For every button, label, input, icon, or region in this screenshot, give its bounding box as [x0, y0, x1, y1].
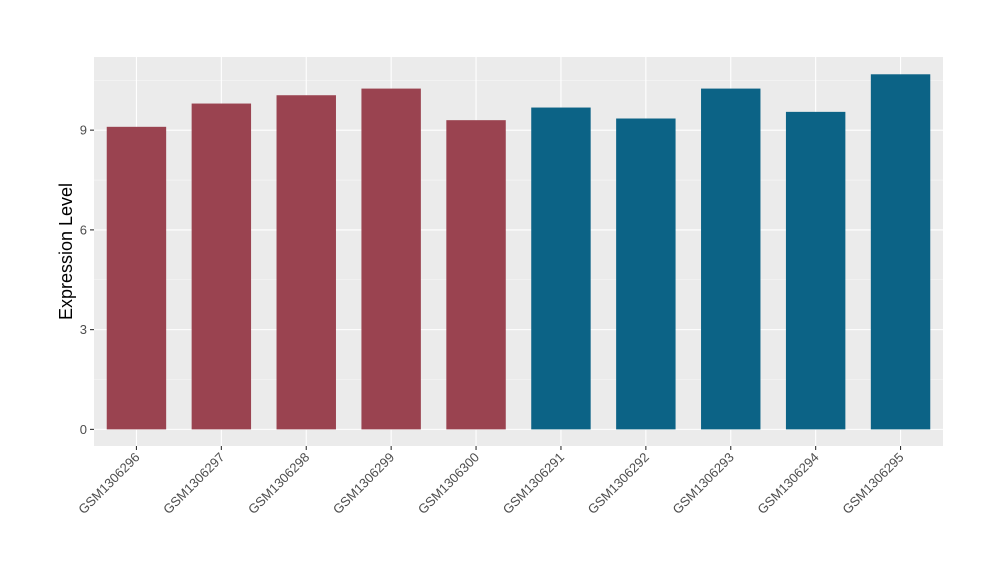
bar	[106, 126, 167, 430]
x-tick-label: GSM1306292	[585, 450, 652, 517]
bar	[446, 120, 506, 430]
bar	[701, 88, 761, 430]
x-axis: GSM1306296 GSM1306297 GSM1306298 GSM1306299…	[75, 446, 907, 517]
y-tick-label: 6	[80, 222, 87, 237]
x-tick-label: GSM1306293	[670, 450, 737, 517]
x-tick-label: GSM1306296	[75, 450, 142, 517]
x-tick-label: GSM1306295	[839, 450, 906, 517]
bar	[531, 107, 591, 430]
x-tick-label: GSM1306299	[330, 450, 397, 517]
y-tick-label: 3	[80, 322, 87, 337]
bar	[276, 95, 336, 430]
bar	[785, 111, 846, 430]
bar	[191, 103, 252, 430]
x-tick-label: GSM1306291	[500, 450, 567, 517]
bar	[870, 74, 931, 430]
x-tick-label: GSM1306300	[415, 450, 482, 517]
bar	[616, 118, 676, 430]
x-tick-label: GSM1306297	[160, 450, 227, 517]
y-tick-label: 0	[80, 422, 87, 437]
bars	[106, 74, 931, 430]
y-axis: 0 3 6 9	[80, 123, 94, 437]
x-tick-label: GSM1306298	[245, 450, 312, 517]
y-axis-title: Expression Level	[56, 183, 76, 320]
bar	[361, 88, 421, 430]
x-tick-label: GSM1306294	[754, 450, 821, 517]
y-tick-label: 9	[80, 123, 87, 138]
